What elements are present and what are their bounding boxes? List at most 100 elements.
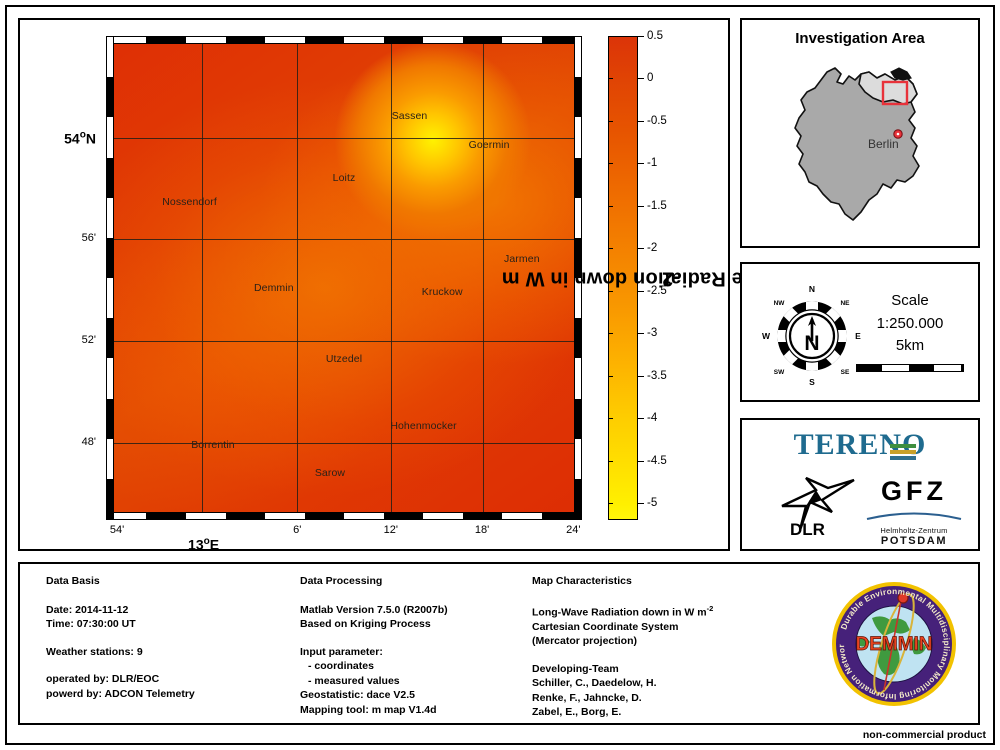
svg-text:S: S bbox=[809, 377, 815, 387]
place-label-jarmen: Jarmen bbox=[504, 252, 540, 265]
colorbar-tick bbox=[638, 333, 644, 335]
colorbar-tick bbox=[638, 78, 644, 80]
colorbar-tick-inner bbox=[608, 248, 613, 250]
data-basis-time: Time: 07:30:00 UT bbox=[46, 618, 136, 630]
gfz-logo-text: GFZ bbox=[881, 476, 947, 506]
colorbar-tick-label: 0.5 bbox=[647, 30, 663, 42]
lon-tick-label: 24' bbox=[566, 524, 581, 536]
colorbar-gradient bbox=[608, 36, 638, 520]
colorbar-tick bbox=[638, 503, 644, 505]
svg-text:W: W bbox=[762, 331, 771, 341]
berlin-label: Berlin bbox=[868, 137, 899, 151]
colorbar-tick-label: -5 bbox=[647, 497, 658, 510]
developing-team-heading: Developing-Team bbox=[532, 662, 619, 675]
place-label-demmin: Demmin bbox=[253, 281, 294, 294]
map-border-bottom bbox=[106, 512, 582, 520]
colorbar-tick-inner bbox=[608, 375, 613, 377]
svg-text:N: N bbox=[809, 284, 815, 294]
map-raster: Sassen Goermin Loitz Nossendorf Jarmen Demmin… bbox=[110, 40, 578, 516]
colorbar-tick-inner bbox=[608, 460, 613, 462]
gfz-logo: GFZ Helmholtz-Zentrum POTSDAM bbox=[864, 476, 964, 547]
colorbar-tick bbox=[638, 248, 644, 250]
scale-bar bbox=[856, 364, 964, 372]
map-characteristics-column: Map Characteristics Long-Wave Radiation … bbox=[532, 576, 792, 722]
colorbar-tick-inner bbox=[608, 36, 613, 37]
lat-tick-label: 54oN bbox=[64, 129, 96, 146]
lat-tick-label: 52' bbox=[81, 333, 96, 346]
colorbar-title: Long-Wave Radiation down in W m -2 bbox=[502, 36, 841, 520]
lon-tick-label: 13oE bbox=[188, 536, 220, 553]
data-processing-column: Data Processing Matlab Version 7.5.0 (R2… bbox=[300, 576, 520, 719]
lat-tick-label: 48' bbox=[81, 436, 96, 449]
colorbar-tick bbox=[638, 205, 644, 207]
main-map-panel: Sassen Goermin Loitz Nossendorf Jarmen Demmin… bbox=[18, 18, 841, 553]
colorbar-tick-label: -4 bbox=[647, 412, 658, 425]
place-label-sarow: Sarow bbox=[314, 467, 346, 480]
place-label-hohenmocker: Hohenmocker bbox=[390, 419, 457, 432]
colorbar-tick bbox=[638, 290, 644, 292]
data-processing-input-values: - measured values bbox=[308, 674, 400, 687]
data-processing-method: Based on Kriging Process bbox=[300, 618, 431, 630]
map-characteristics-coord-system: Cartesian Coordinate System bbox=[532, 620, 679, 633]
colorbar-tick-label: 0 bbox=[647, 72, 654, 85]
scale-panel: N N S E W NE NW SE SW Scale 1:250.000 5k… bbox=[740, 262, 980, 402]
lon-tick-label: 12' bbox=[383, 524, 398, 536]
info-panel: Data Basis Date: 2014-11-12 Time: 07:30:… bbox=[18, 562, 980, 725]
colorbar-tick-inner bbox=[608, 290, 613, 292]
colorbar-tick bbox=[638, 375, 644, 377]
data-processing-geostatistic: Geostatistic: dace V2.5 bbox=[300, 689, 415, 701]
colorbar-tick-label: -0.5 bbox=[647, 114, 667, 127]
non-commercial-notice: non-commercial product bbox=[862, 729, 986, 741]
scale-distance: 5km bbox=[895, 337, 925, 354]
svg-text:N: N bbox=[804, 332, 819, 355]
svg-text:NE: NE bbox=[840, 300, 850, 307]
place-label-borrentin: Borrentin bbox=[191, 438, 235, 451]
colorbar-tick-label: -3.5 bbox=[647, 369, 667, 382]
data-basis-heading: Data Basis bbox=[46, 575, 100, 587]
place-label-goermin: Goermin bbox=[468, 138, 510, 151]
logo-panel: TERENO DLR GFZ Helmholtz-Zentrum POTSDAM bbox=[740, 418, 980, 551]
colorbar-tick-inner bbox=[608, 333, 613, 335]
tereno-bars-icon bbox=[890, 444, 916, 460]
data-basis-operated: operated by: DLR/EOC bbox=[46, 673, 160, 685]
data-processing-mapping-tool: Mapping tool: m map V1.4d bbox=[300, 703, 437, 716]
poster-outer-frame bbox=[5, 5, 995, 745]
svg-text:SE: SE bbox=[841, 369, 850, 376]
scale-title: Scale bbox=[891, 292, 929, 309]
place-label-nossendorf: Nossendorf bbox=[162, 195, 217, 208]
developing-team-line3: Zabel, E., Borg, E. bbox=[532, 706, 622, 718]
place-label-loitz: Loitz bbox=[332, 172, 356, 185]
gfz-sub-potsdam: POTSDAM bbox=[880, 535, 948, 547]
radiation-field bbox=[110, 40, 578, 516]
svg-text:NW: NW bbox=[774, 300, 786, 307]
germany-map: Berlin bbox=[765, 54, 955, 244]
data-processing-heading: Data Processing bbox=[300, 575, 383, 587]
colorbar-tick bbox=[638, 120, 644, 122]
data-processing-input-heading: Input parameter: bbox=[300, 645, 383, 658]
gfz-arc-icon bbox=[866, 512, 962, 520]
colorbar-tick-label: -4.5 bbox=[647, 454, 667, 467]
colorbar-tick bbox=[638, 163, 644, 165]
lon-tick-label: 54' bbox=[109, 524, 125, 536]
map-characteristics-projection: (Mercator projection) bbox=[532, 635, 638, 647]
map-border-left bbox=[106, 36, 114, 520]
colorbar: 0.5 0 -0.5 -1 -1.5 -2 -2.5 -3 -3.5 -4 -4.5 -5 bbox=[608, 30, 667, 520]
colorbar-tick-label: -1.5 bbox=[647, 199, 667, 212]
colorbar-tick-inner bbox=[608, 120, 613, 122]
map-border-right bbox=[574, 36, 582, 520]
map-characteristics-quantity: Long-Wave Radiation down in W m-2 bbox=[532, 603, 714, 618]
place-label-utzedel: Utzedel bbox=[325, 352, 363, 365]
data-basis-date: Date: 2014-11-12 bbox=[46, 603, 129, 616]
place-label-kruckow: Kruckow bbox=[421, 286, 463, 299]
demmin-logo-text: DEMMIN bbox=[855, 634, 932, 655]
lon-tick-label: 18' bbox=[474, 524, 490, 536]
colorbar-title-exponent: -2 bbox=[661, 267, 681, 290]
map-characteristics-heading: Map Characteristics bbox=[532, 575, 632, 587]
colorbar-tick bbox=[638, 460, 644, 462]
developing-team-line1: Schiller, C., Daedelow, H. bbox=[532, 677, 657, 689]
developing-team-line2: Renke, F., Jahncke, D. bbox=[532, 691, 642, 704]
investigation-area-panel: Investigation Area Berlin bbox=[740, 18, 980, 248]
colorbar-tick-inner bbox=[608, 503, 613, 505]
map-border-top bbox=[106, 36, 582, 44]
